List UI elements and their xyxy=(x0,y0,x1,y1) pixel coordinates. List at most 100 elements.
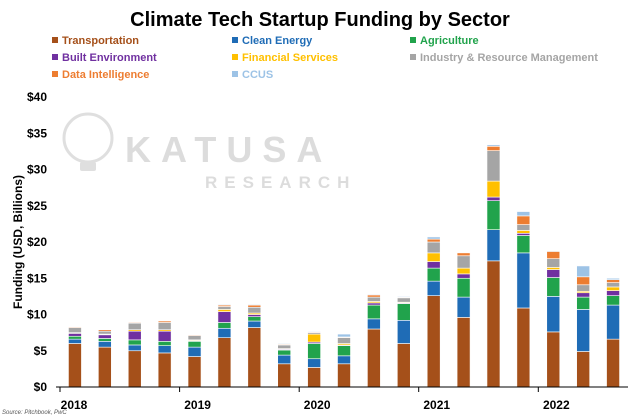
legend-swatch xyxy=(410,54,416,60)
bar-segment xyxy=(546,251,561,259)
bar-segment xyxy=(247,320,262,328)
bar-segment xyxy=(98,338,112,342)
legend-swatch xyxy=(410,37,416,43)
bar-segment xyxy=(98,329,112,332)
bar-segment xyxy=(426,280,441,296)
bar-segment xyxy=(576,292,590,298)
bar-segment xyxy=(68,343,82,388)
bar-segment xyxy=(307,333,321,343)
bar-segment xyxy=(426,252,441,262)
legend-swatch xyxy=(52,54,58,60)
bar-segment xyxy=(486,150,501,182)
legend-swatch xyxy=(52,71,58,77)
bar-segment xyxy=(576,296,590,310)
bar-segment xyxy=(247,316,262,322)
bar-segment xyxy=(337,363,351,388)
bar-segment xyxy=(217,327,232,338)
legend-entry: Transportation xyxy=(62,35,139,47)
bar-segment xyxy=(546,277,561,297)
bar-segment xyxy=(157,352,172,388)
bar-segment xyxy=(516,211,531,217)
bar-segment xyxy=(456,267,471,275)
bar-segment xyxy=(456,273,471,279)
bar-stack xyxy=(277,343,292,388)
source-note: Source: Pitchbook, PwC xyxy=(2,410,67,416)
bar-segment xyxy=(277,354,292,365)
bar-stack xyxy=(217,304,232,388)
x-axis-ticks: 2018 2019 2020 2021 2022 xyxy=(59,387,570,412)
bar-segment xyxy=(516,215,531,225)
bar-segment xyxy=(606,295,620,306)
bar-segment xyxy=(516,224,531,231)
bar-segment xyxy=(367,328,381,388)
watermark-bulb-icon xyxy=(62,112,114,164)
bar-segment xyxy=(426,295,441,388)
bar-stack xyxy=(486,144,501,388)
bar-segment xyxy=(546,250,561,252)
bar-segment xyxy=(606,286,620,291)
bar-stack xyxy=(187,334,202,388)
bar-segment xyxy=(516,233,531,236)
watermark-logo: KATUSA RESEARCH xyxy=(62,112,356,192)
y-tick-label: $30 xyxy=(27,163,47,177)
bar-segment xyxy=(337,355,351,365)
bar-segment xyxy=(606,277,620,281)
legend-entry: Built Environment xyxy=(62,52,157,64)
bar-segment xyxy=(127,344,142,352)
bar-segment xyxy=(277,363,292,388)
bar-segment xyxy=(217,322,232,329)
y-tick-label: $10 xyxy=(27,308,47,322)
bar-segment xyxy=(337,337,351,344)
bar-segment xyxy=(157,345,172,354)
bar-segment xyxy=(576,351,590,388)
bar-segment xyxy=(486,260,501,388)
bar-segment xyxy=(247,306,262,314)
bar-segment xyxy=(307,343,321,360)
bar-segment xyxy=(98,346,112,388)
bar-segment xyxy=(127,322,142,324)
bar-segment xyxy=(157,341,172,346)
watermark-bulb-base xyxy=(80,162,96,171)
legend-swatch xyxy=(232,71,238,77)
bar-segment xyxy=(217,304,232,306)
bar-segment xyxy=(546,258,561,268)
bar-segment xyxy=(576,265,590,278)
bar-segment xyxy=(546,267,561,270)
bar-stack xyxy=(367,293,381,388)
bar-segment xyxy=(337,345,351,357)
bar-segment xyxy=(606,279,620,283)
bar-segment xyxy=(367,318,381,330)
bar-segment xyxy=(516,252,531,309)
bar-stack xyxy=(426,236,441,388)
bar-segment xyxy=(396,343,411,388)
bar-segment xyxy=(277,343,292,345)
bar-segment xyxy=(486,180,501,198)
bar-segment xyxy=(187,334,202,336)
bar-segment xyxy=(516,235,531,254)
legend-entry: Industry & Resource Management xyxy=(420,52,598,64)
bar-segment xyxy=(247,304,262,308)
bar-stack xyxy=(98,329,112,388)
bar-segment xyxy=(456,255,471,269)
bar-stack xyxy=(516,211,531,388)
bar-segment xyxy=(486,196,501,201)
bar-segment xyxy=(68,333,82,337)
y-tick-label: $15 xyxy=(27,271,47,285)
bar-segment xyxy=(277,349,292,356)
bar-segment xyxy=(307,358,321,368)
legend-swatch xyxy=(232,54,238,60)
bar-segment xyxy=(606,290,620,296)
bar-segment xyxy=(98,334,112,339)
watermark-sub: RESEARCH xyxy=(205,173,356,192)
bar-segment xyxy=(486,229,501,262)
bar-segment xyxy=(456,296,471,318)
x-tick-label: 2019 xyxy=(184,398,211,412)
bar-segment xyxy=(187,335,202,341)
bar-segment xyxy=(247,314,262,317)
bar-stack xyxy=(456,252,471,388)
bar-segment xyxy=(337,333,351,338)
bar-segment xyxy=(396,297,411,303)
bar-segment xyxy=(307,367,321,388)
bar-segment xyxy=(456,252,471,257)
bar-segment xyxy=(576,276,590,286)
